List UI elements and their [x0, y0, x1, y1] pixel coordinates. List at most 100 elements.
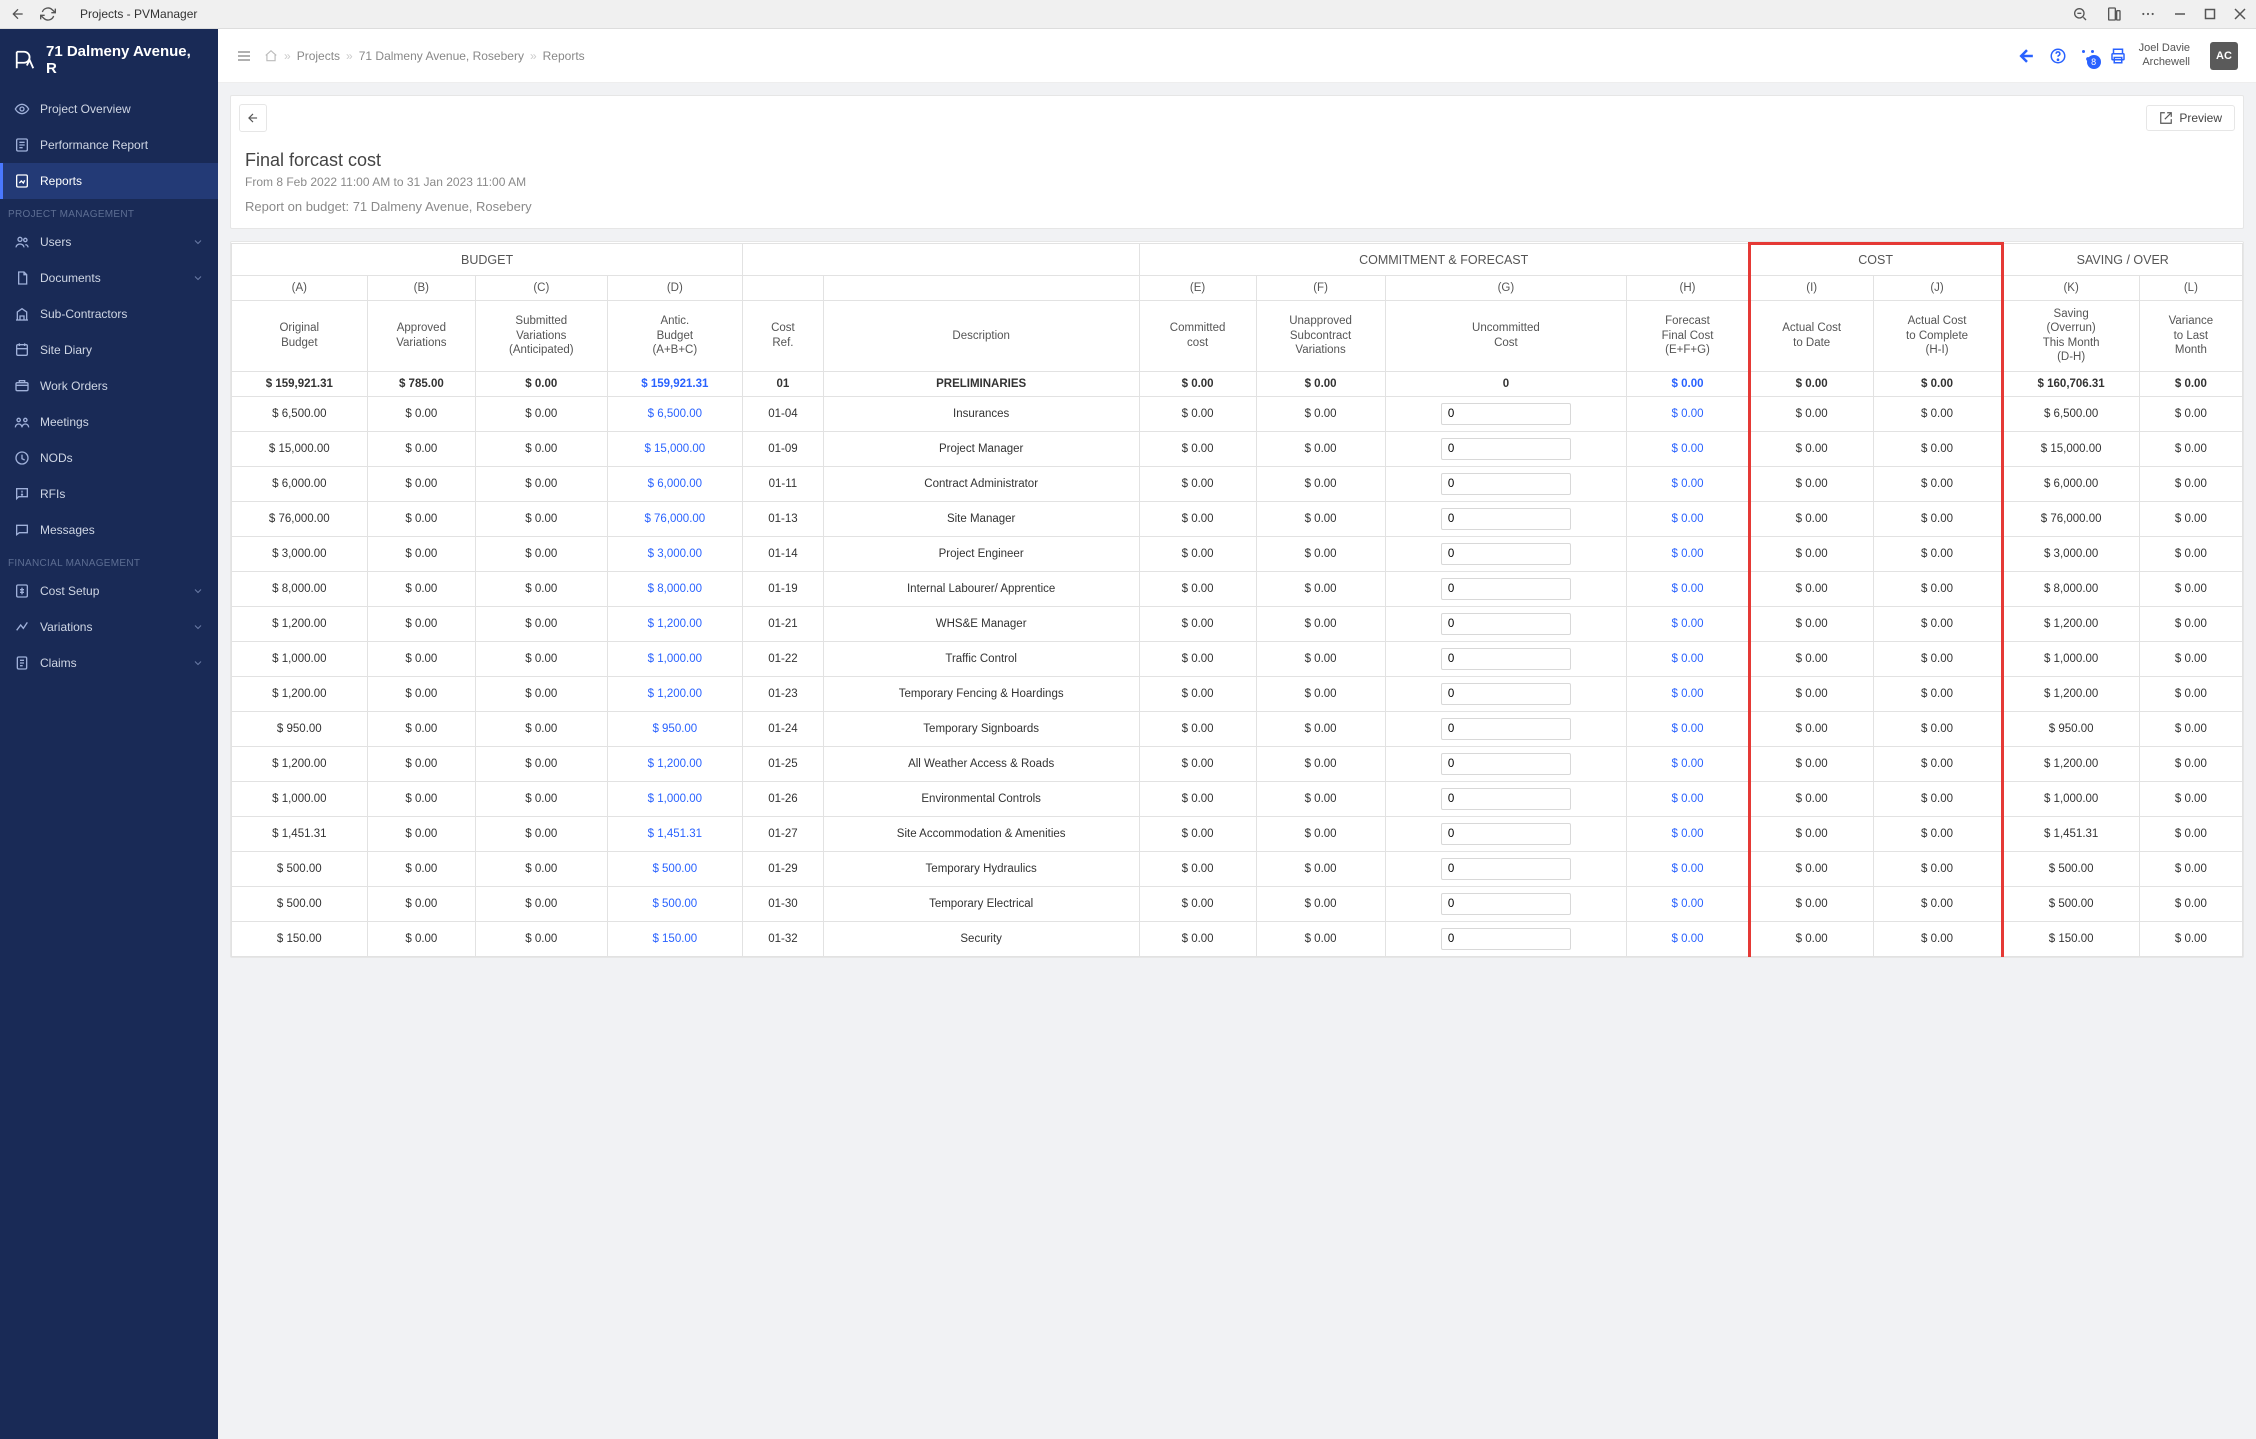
table-cell: $ 0.00	[2139, 396, 2242, 431]
uncommitted-cost-input[interactable]	[1441, 683, 1571, 705]
claims-icon	[14, 655, 30, 671]
print-icon[interactable]	[2109, 47, 2127, 65]
table-cell: $ 950.00	[2002, 711, 2139, 746]
window-maximize-icon[interactable]	[2204, 8, 2216, 20]
sidebar-item-label: Meetings	[40, 415, 89, 429]
table-cell: $ 0.00	[1256, 746, 1385, 781]
uncommitted-cost-input[interactable]	[1441, 508, 1571, 530]
table-cell: 01-24	[743, 711, 824, 746]
sparkle-icon[interactable]: 8	[2079, 47, 2097, 65]
zoom-icon[interactable]	[2072, 6, 2088, 22]
uncommitted-cost-input[interactable]	[1441, 648, 1571, 670]
table-cell: $ 1,000.00	[607, 641, 743, 676]
uncommitted-cost-input[interactable]	[1441, 613, 1571, 635]
table-row: $ 8,000.00$ 0.00$ 0.00$ 8,000.0001-19Int…	[232, 571, 2243, 606]
table-group-header: COMMITMENT & FORECAST	[1139, 244, 1749, 276]
uncommitted-cost-input[interactable]	[1441, 753, 1571, 775]
table-cell: $ 500.00	[607, 851, 743, 886]
report-back-button[interactable]	[239, 104, 267, 132]
uncommitted-cost-input[interactable]	[1441, 403, 1571, 425]
sidebar-item-cost-setup[interactable]: Cost Setup	[0, 573, 218, 609]
uncommitted-cost-input[interactable]	[1441, 543, 1571, 565]
table-cell: $ 0.00	[1749, 371, 1873, 396]
table-cell: 01-23	[743, 676, 824, 711]
table-cell: $ 159,921.31	[232, 371, 368, 396]
sidebar-item-site-diary[interactable]: Site Diary	[0, 332, 218, 368]
sidebar-item-rfis[interactable]: RFIs	[0, 476, 218, 512]
table-row: $ 159,921.31$ 785.00$ 0.00$ 159,921.3101…	[232, 371, 2243, 396]
table-cell: $ 8,000.00	[232, 571, 368, 606]
sidebar-item-reports[interactable]: Reports	[0, 163, 218, 199]
uncommitted-cost-input[interactable]	[1441, 438, 1571, 460]
table-cell: $ 0.00	[1749, 571, 1873, 606]
table-cell: $ 500.00	[607, 886, 743, 921]
table-cell: $ 0.00	[1256, 431, 1385, 466]
table-cell: $ 0.00	[1139, 606, 1256, 641]
help-icon[interactable]	[2049, 47, 2067, 65]
table-row: $ 1,200.00$ 0.00$ 0.00$ 1,200.0001-21WHS…	[232, 606, 2243, 641]
back-arrow-icon[interactable]	[2017, 46, 2037, 66]
uncommitted-cost-cell	[1385, 676, 1627, 711]
sidebar-item-documents[interactable]: Documents	[0, 260, 218, 296]
uncommitted-cost-input[interactable]	[1441, 893, 1571, 915]
uncommitted-cost-cell	[1385, 606, 1627, 641]
uncommitted-cost-cell	[1385, 571, 1627, 606]
uncommitted-cost-input[interactable]	[1441, 823, 1571, 845]
sidebar-item-work-orders[interactable]: Work Orders	[0, 368, 218, 404]
hamburger-icon[interactable]	[236, 48, 252, 64]
table-col-letter: (G)	[1385, 276, 1627, 301]
uncommitted-cost-input[interactable]	[1441, 718, 1571, 740]
table-col-letter: (F)	[1256, 276, 1385, 301]
sidebar-header[interactable]: 71 Dalmeny Avenue, R	[0, 29, 218, 91]
table-cell: $ 0.00	[1256, 851, 1385, 886]
uncommitted-cost-input[interactable]	[1441, 473, 1571, 495]
sidebar-section-fm: FINANCIAL MANAGEMENT	[0, 548, 218, 573]
uncommitted-cost-cell	[1385, 396, 1627, 431]
table-cell: $ 0.00	[1749, 466, 1873, 501]
sidebar-item-sub-contractors[interactable]: Sub-Contractors	[0, 296, 218, 332]
sidebar-item-variations[interactable]: Variations	[0, 609, 218, 645]
breadcrumb-reports[interactable]: Reports	[543, 49, 585, 63]
table-cell: 01	[743, 371, 824, 396]
table-cell: $ 0.00	[1139, 816, 1256, 851]
sidebar-item-nods[interactable]: NODs	[0, 440, 218, 476]
overview-icon	[14, 101, 30, 117]
browser-refresh-icon[interactable]	[40, 6, 56, 22]
uncommitted-cost-cell	[1385, 711, 1627, 746]
table-col-letter: (D)	[607, 276, 743, 301]
uncommitted-cost-input[interactable]	[1441, 858, 1571, 880]
table-cell: $ 0.00	[1139, 431, 1256, 466]
sidebar-item-messages[interactable]: Messages	[0, 512, 218, 548]
table-cell: $ 0.00	[1139, 921, 1256, 956]
uncommitted-cost-input[interactable]	[1441, 928, 1571, 950]
sidebar-item-users[interactable]: Users	[0, 224, 218, 260]
uncommitted-cost-input[interactable]	[1441, 788, 1571, 810]
reader-view-icon[interactable]	[2106, 6, 2122, 22]
table-cell: Security	[823, 921, 1139, 956]
table-cell: $ 6,500.00	[232, 396, 368, 431]
table-cell: $ 0.00	[2139, 371, 2242, 396]
window-close-icon[interactable]	[2234, 8, 2246, 20]
table-cell: $ 1,200.00	[607, 606, 743, 641]
window-minimize-icon[interactable]	[2174, 8, 2186, 20]
browser-back-icon[interactable]	[10, 6, 26, 22]
table-cell: $ 0.00	[1627, 371, 1749, 396]
sidebar-item-claims[interactable]: Claims	[0, 645, 218, 681]
home-icon[interactable]	[264, 49, 278, 63]
preview-button[interactable]: Preview	[2146, 105, 2235, 131]
uncommitted-cost-input[interactable]	[1441, 578, 1571, 600]
breadcrumb-projects[interactable]: Projects	[297, 49, 340, 63]
breadcrumbs: » Projects » 71 Dalmeny Avenue, Rosebery…	[264, 49, 585, 63]
table-cell: Temporary Electrical	[823, 886, 1139, 921]
user-block[interactable]: Joel Davie Archewell	[2139, 42, 2190, 68]
more-icon[interactable]	[2140, 6, 2156, 22]
sidebar-item-meetings[interactable]: Meetings	[0, 404, 218, 440]
avatar[interactable]: AC	[2210, 42, 2238, 70]
table-cell: $ 0.00	[367, 886, 475, 921]
breadcrumb-project[interactable]: 71 Dalmeny Avenue, Rosebery	[359, 49, 524, 63]
table-cell: $ 0.00	[367, 536, 475, 571]
sidebar-item-project-overview[interactable]: Project Overview	[0, 91, 218, 127]
table-cell: $ 6,500.00	[2002, 396, 2139, 431]
table-group-header: BUDGET	[232, 244, 743, 276]
sidebar-item-performance-report[interactable]: Performance Report	[0, 127, 218, 163]
